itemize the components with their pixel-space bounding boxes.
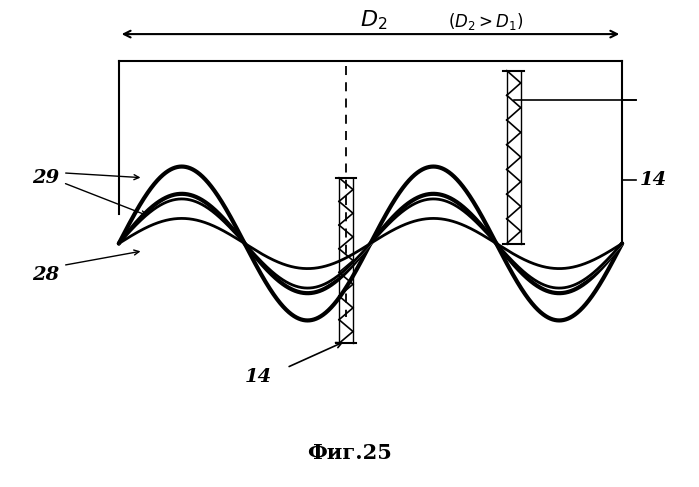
- Text: 14: 14: [640, 171, 667, 189]
- Text: $(D_2 > D_1)$: $(D_2 > D_1)$: [448, 11, 524, 32]
- Text: $D_2$: $D_2$: [360, 8, 388, 32]
- Text: 14: 14: [245, 369, 272, 386]
- Text: 28: 28: [32, 266, 59, 284]
- Text: Фиг.25: Фиг.25: [307, 443, 392, 463]
- Text: 29: 29: [32, 169, 59, 187]
